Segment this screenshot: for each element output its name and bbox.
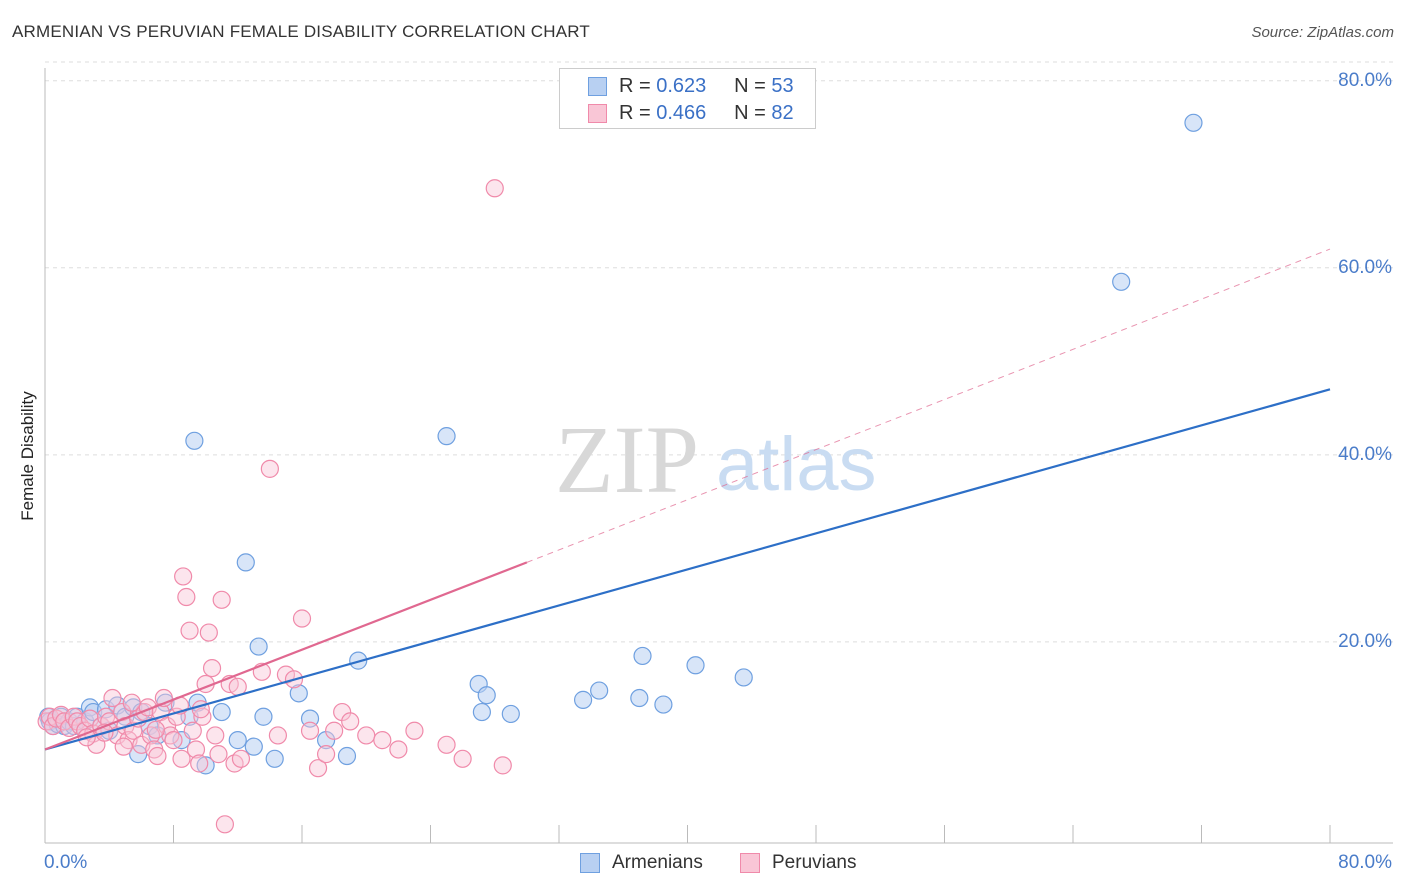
- point-peruvians: [389, 740, 408, 759]
- point-peruvians: [141, 726, 161, 745]
- point-armenians: [501, 704, 520, 724]
- point-peruvians: [174, 567, 193, 586]
- legend-swatch-peruvians: [588, 104, 607, 123]
- legend-r-label: R =: [619, 75, 651, 97]
- point-peruvians: [405, 721, 424, 740]
- point-peruvians: [437, 735, 456, 754]
- point-armenians: [734, 668, 753, 687]
- point-armenians: [228, 731, 247, 750]
- point-peruvians: [209, 745, 228, 764]
- point-peruvians: [231, 749, 251, 768]
- point-armenians: [236, 553, 255, 572]
- point-peruvians: [215, 815, 234, 834]
- point-armenians: [196, 756, 215, 775]
- point-armenians: [244, 737, 263, 756]
- point-armenians: [1112, 272, 1131, 291]
- point-armenians: [185, 431, 204, 450]
- x-tick-label-min: 0.0%: [44, 852, 88, 873]
- x-tick-label-max: 80.0%: [1338, 852, 1392, 873]
- y-axis-title: Female Disability: [18, 391, 37, 521]
- point-peruvians: [122, 693, 141, 712]
- stats-legend: R = 0.623 N = 53 R = 0.466 N = 82: [559, 68, 816, 129]
- point-peruvians: [199, 623, 218, 642]
- point-peruvians: [177, 587, 196, 607]
- point-peruvians: [453, 749, 472, 768]
- legend-n-value: 82: [771, 102, 794, 124]
- point-armenians: [249, 637, 268, 656]
- point-peruvians: [357, 726, 376, 745]
- point-peruvians: [292, 609, 312, 628]
- point-peruvians: [212, 590, 231, 609]
- trend-lines: [44, 248, 1331, 751]
- point-peruvians: [493, 756, 512, 775]
- point-peruvians: [260, 459, 279, 478]
- legend-swatch-armenians: [580, 853, 600, 873]
- point-peruvians: [190, 754, 209, 773]
- point-armenians: [212, 702, 231, 722]
- point-armenians: [265, 749, 284, 768]
- point-peruvians: [186, 740, 206, 759]
- trend-line-armenians: [44, 388, 1331, 751]
- point-armenians: [472, 702, 491, 722]
- trend-line-peruvians-extension: [526, 248, 1331, 563]
- y-tick-label: 60.0%: [1338, 256, 1392, 278]
- point-peruvians: [485, 179, 504, 198]
- point-armenians: [630, 688, 649, 708]
- point-peruvians: [103, 688, 122, 708]
- point-peruvians: [316, 745, 336, 764]
- point-armenians: [573, 690, 593, 709]
- point-peruvians: [308, 759, 328, 778]
- legend-n-label: N =: [734, 75, 766, 97]
- point-peruvians: [300, 721, 320, 740]
- point-peruvians: [180, 621, 199, 640]
- y-tick-label: 40.0%: [1338, 443, 1392, 465]
- point-peruvians: [146, 720, 165, 739]
- y-tick-label: 20.0%: [1338, 630, 1392, 652]
- point-peruvians: [114, 737, 133, 756]
- legend-r-value: 0.623: [656, 75, 707, 97]
- point-armenians: [289, 684, 308, 703]
- legend-n-value: 53: [771, 75, 794, 97]
- point-peruvians: [373, 731, 392, 750]
- y-tick-label: 80.0%: [1338, 69, 1392, 91]
- point-peruvians: [341, 712, 360, 731]
- legend-swatch-peruvians: [740, 853, 760, 873]
- point-armenians: [633, 646, 652, 666]
- point-armenians: [254, 707, 273, 726]
- point-armenians: [686, 656, 705, 675]
- point-peruvians: [206, 726, 225, 745]
- point-peruvians: [193, 707, 212, 726]
- point-peruvians: [172, 749, 191, 768]
- watermark-zip: ZIP: [555, 406, 699, 513]
- point-peruvians: [202, 658, 222, 678]
- chart-source: Source: ZipAtlas.com: [1251, 24, 1394, 41]
- point-peruvians: [325, 721, 344, 740]
- chart-title: ARMENIAN VS PERUVIAN FEMALE DISABILITY C…: [12, 22, 590, 41]
- point-armenians: [1184, 113, 1203, 132]
- point-peruvians: [268, 726, 288, 745]
- legend-swatch-armenians: [588, 77, 607, 96]
- legend-label-peruvians: Peruvians: [772, 852, 857, 873]
- point-peruvians: [148, 746, 167, 766]
- legend-n-label: N =: [734, 102, 766, 124]
- legend-label-armenians: Armenians: [612, 852, 703, 873]
- legend-r-label: R =: [619, 102, 651, 124]
- data-points: [37, 113, 1203, 834]
- point-armenians: [654, 695, 673, 714]
- point-armenians: [590, 681, 609, 700]
- legend-r-value: 0.466: [656, 102, 707, 124]
- point-armenians: [337, 746, 357, 766]
- trend-line-peruvians: [44, 561, 528, 751]
- watermark-atlas: atlas: [716, 422, 877, 507]
- point-armenians: [477, 686, 496, 705]
- gridlines: [45, 61, 1393, 643]
- point-armenians: [437, 427, 456, 446]
- point-peruvians: [183, 721, 202, 740]
- point-peruvians: [164, 731, 183, 750]
